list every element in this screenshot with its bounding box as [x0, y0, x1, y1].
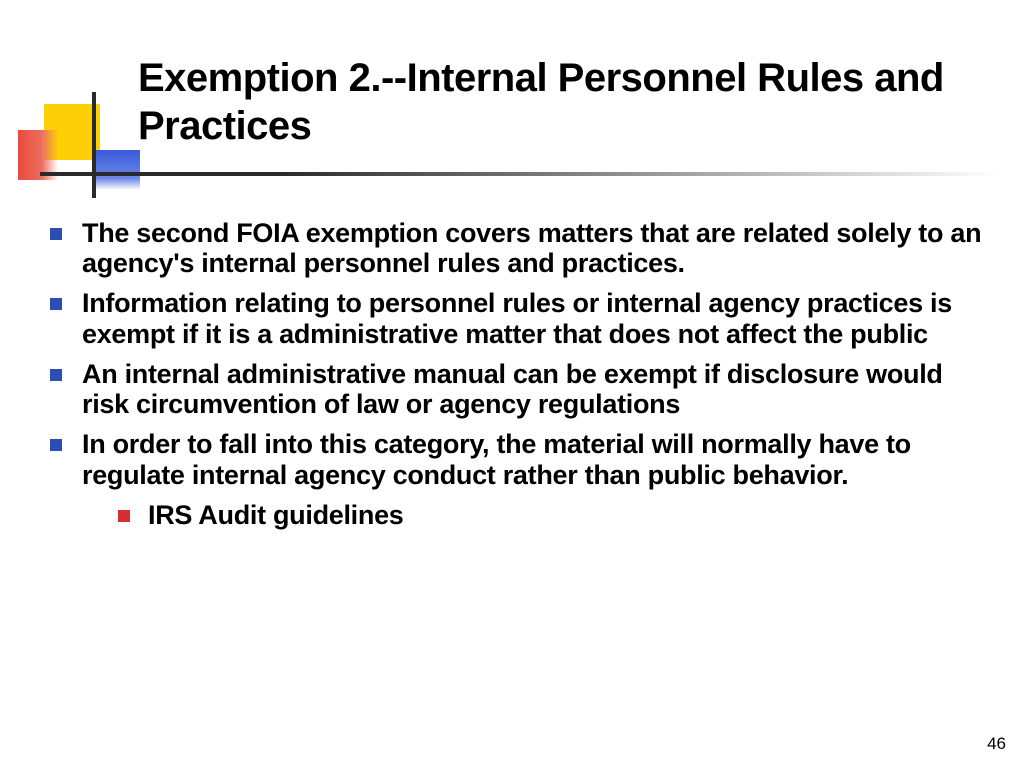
- slide-body: The second FOIA exemption covers matters…: [40, 218, 990, 531]
- slide-title: Exemption 2.--Internal Personnel Rules a…: [138, 54, 978, 150]
- corner-decoration: [0, 92, 160, 202]
- accent-vertical-line: [92, 92, 96, 198]
- bullet-item: Information relating to personnel rules …: [40, 288, 990, 348]
- bullet-item: In order to fall into this category, the…: [40, 429, 990, 489]
- bullet-item: An internal administrative manual can be…: [40, 359, 990, 419]
- sub-bullet-item: IRS Audit guidelines: [40, 500, 990, 531]
- bullet-item: The second FOIA exemption covers matters…: [40, 218, 990, 278]
- page-number: 46: [987, 734, 1006, 754]
- title-underline: [40, 172, 1000, 176]
- accent-square-blue: [96, 150, 140, 190]
